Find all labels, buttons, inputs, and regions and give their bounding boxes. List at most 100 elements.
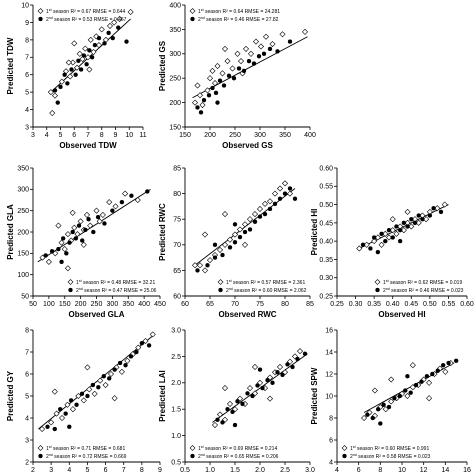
- data-point-season-1: [58, 78, 65, 85]
- data-point-season-2: [237, 234, 243, 240]
- data-point-season-1: [204, 87, 211, 94]
- data-point-season-2: [277, 196, 283, 201]
- data-point-season-2: [430, 371, 435, 377]
- data-point-season-1: [194, 82, 201, 89]
- data-point-season-2: [370, 415, 375, 421]
- data-point-season-1: [51, 92, 59, 99]
- data-point-season-1: [286, 190, 294, 197]
- y-tick-label: 6: [25, 72, 29, 79]
- data-point-season-2: [360, 242, 366, 248]
- x-tick-label: 10: [398, 467, 406, 474]
- data-point-season-1: [276, 185, 284, 192]
- y-tick-label: 0.35: [319, 257, 333, 264]
- data-point-season-1: [97, 377, 104, 384]
- data-point-season-2: [145, 189, 150, 194]
- data-point-season-1: [91, 390, 98, 397]
- data-point-season-1: [196, 92, 204, 99]
- y-tick-label: 6: [329, 437, 333, 444]
- data-point-season-1: [371, 387, 378, 394]
- x-tick-label: 2: [31, 467, 35, 474]
- data-point-season-1: [106, 22, 114, 29]
- legend-marker-season-2: [190, 16, 195, 22]
- data-point-season-2: [252, 219, 258, 224]
- regression-line: [192, 36, 308, 99]
- data-point-season-2: [60, 236, 66, 241]
- panel-rwc: 60 65 70 75 80 85 60 65 70 75 80 85 Observed RWC Pred…: [158, 165, 314, 319]
- data-point-season-1: [409, 362, 416, 369]
- y-tick-label: 14: [325, 349, 333, 356]
- data-point-season-2: [256, 54, 262, 59]
- legend-marker-season-1: [374, 279, 381, 285]
- data-point-season-2: [242, 229, 248, 235]
- x-axis-label: Observed TDW: [59, 141, 117, 150]
- x-tick-label: 9: [114, 132, 118, 139]
- data-point-season-1: [102, 381, 109, 389]
- data-point-season-2: [365, 412, 370, 417]
- x-tick-label: 200: [204, 132, 216, 139]
- data-point-season-2: [435, 368, 440, 373]
- x-tick-label: 85: [306, 301, 314, 308]
- legend-entry: 1st season R² = 0.69 RMSE = 0.214: [198, 445, 277, 452]
- data-point-season-2: [129, 193, 134, 198]
- x-tick-label: 100: [43, 301, 55, 308]
- y-tick-label: 70: [173, 242, 181, 249]
- data-point-season-1: [79, 56, 86, 63]
- data-point-season-2: [251, 61, 257, 66]
- data-point-season-2: [431, 206, 436, 211]
- data-point-season-1: [48, 419, 55, 426]
- data-point-season-1: [98, 26, 105, 33]
- x-tick-label: 5: [59, 132, 63, 139]
- data-point-season-2: [90, 382, 96, 388]
- y-axis-label: Predicted HI: [310, 209, 319, 256]
- data-point-season-2: [427, 213, 433, 218]
- x-tick-label: 0.55: [442, 301, 456, 308]
- data-point-season-2: [257, 214, 263, 219]
- data-point-season-1: [241, 241, 249, 248]
- data-point-season-1: [426, 395, 433, 402]
- data-point-season-2: [91, 229, 96, 235]
- y-tick-label: 8: [25, 327, 29, 334]
- x-tick-label: 300: [107, 301, 119, 308]
- data-point-season-2: [58, 84, 63, 90]
- y-tick-label: 12: [325, 371, 333, 378]
- data-point-season-2: [413, 382, 419, 388]
- data-point-season-2: [43, 253, 48, 258]
- x-tick-label: 7: [86, 132, 90, 139]
- data-point-season-1: [252, 38, 260, 45]
- data-point-season-2: [205, 263, 210, 268]
- data-point-season-2: [235, 399, 240, 404]
- x-tick-label: 150: [179, 132, 191, 139]
- data-point-season-1: [389, 216, 396, 223]
- data-point-season-2: [76, 223, 82, 228]
- x-tick-label: 2.5: [280, 467, 290, 474]
- x-tick-label: 6: [357, 467, 361, 474]
- data-point-season-2: [453, 358, 459, 363]
- data-point-season-1: [55, 222, 62, 229]
- y-tick-label: 10: [325, 393, 333, 400]
- y-tick-label: 0.50: [319, 202, 333, 209]
- x-tick-label: 4: [335, 467, 339, 474]
- x-tick-label: 0.50: [423, 301, 437, 308]
- data-point-season-2: [272, 201, 278, 207]
- y-tick-label: 0.60: [319, 165, 333, 172]
- data-point-season-2: [375, 249, 381, 255]
- data-point-season-1: [356, 245, 363, 252]
- data-point-season-2: [63, 411, 68, 416]
- data-point-season-2: [371, 235, 377, 240]
- data-point-season-2: [70, 229, 75, 235]
- data-point-season-1: [269, 41, 276, 48]
- x-tick-label: 5: [85, 467, 89, 474]
- data-point-season-2: [290, 364, 295, 370]
- y-tick-label: 200: [169, 100, 181, 107]
- data-point-season-2: [227, 245, 233, 250]
- y-tick-label: 80: [173, 191, 181, 198]
- y-tick-label: 3.0: [171, 327, 181, 334]
- data-point-season-2: [62, 72, 67, 77]
- x-tick-label: 3: [49, 467, 53, 474]
- data-point-season-1: [99, 211, 106, 218]
- y-tick-label: 150: [169, 124, 181, 131]
- data-point-season-1: [216, 246, 224, 253]
- data-point-season-2: [240, 401, 245, 407]
- legend-marker-season-1: [189, 445, 196, 451]
